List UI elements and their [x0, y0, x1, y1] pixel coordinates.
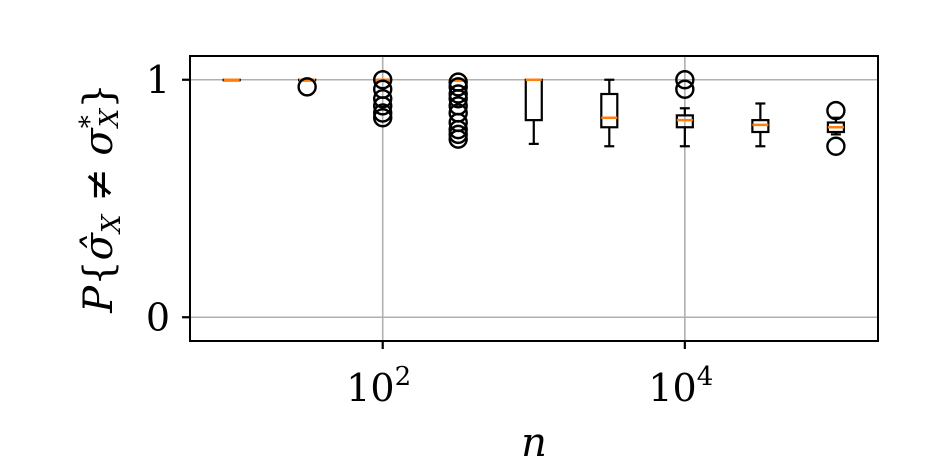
outlier-7: [448, 119, 468, 140]
outlier-0: [297, 77, 317, 97]
outlier-0: [373, 70, 393, 90]
tick-layer: 102 104 0 1: [146, 58, 713, 410]
y-tick-label-1: 1: [146, 58, 170, 102]
outlier-2: [448, 84, 468, 104]
box-2: [373, 70, 393, 128]
x-tick-label-0: 102: [346, 362, 411, 410]
box-7: [751, 102, 770, 148]
outlier-1: [826, 136, 846, 156]
outlier-0: [826, 100, 846, 121]
outlier-2: [373, 89, 393, 109]
x-tick-label-1: 104: [648, 362, 713, 410]
box-0: [222, 78, 241, 82]
outlier-3: [448, 89, 468, 109]
iqr-box: [600, 92, 619, 129]
box-6: [675, 70, 695, 148]
box-layer: [222, 70, 846, 156]
outlier-3: [373, 96, 393, 116]
box-3: [448, 72, 468, 149]
y-axis-label: P{σ̂X ≠ σ*X}: [75, 83, 127, 313]
outlier-5: [373, 108, 393, 128]
outlier-4: [373, 103, 393, 123]
plot-frame: [189, 55, 879, 342]
box-8: [826, 100, 846, 156]
y-tick-label-0: 0: [146, 295, 170, 339]
outlier-8: [448, 124, 468, 145]
svg-text:P{σ̂X ≠ σ*X}: P{σ̂X ≠ σ*X}: [75, 83, 127, 313]
box-1: [297, 77, 317, 97]
outlier-0: [675, 70, 695, 90]
box-4: [524, 78, 543, 145]
iqr-box: [524, 78, 543, 122]
outlier-1: [675, 79, 695, 99]
x-axis-label: n: [521, 420, 547, 466]
outlier-1: [448, 77, 468, 97]
outlier-9: [448, 129, 468, 149]
grid-layer: [190, 56, 878, 341]
box-5: [600, 78, 619, 148]
